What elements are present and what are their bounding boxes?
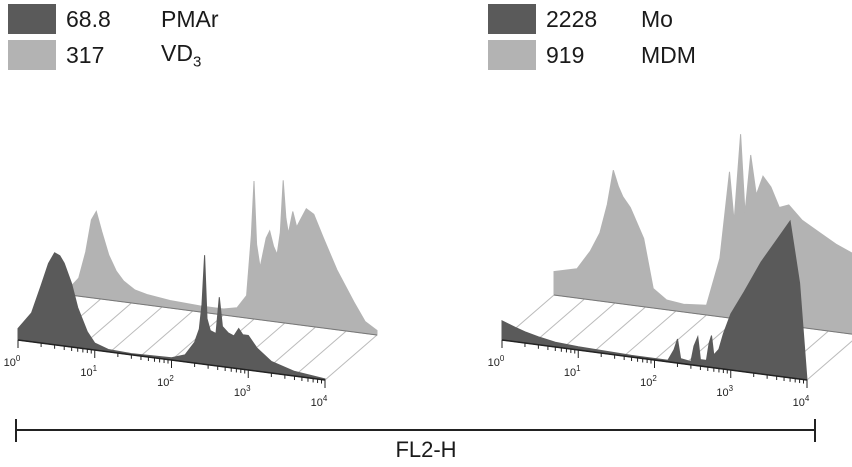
- right-legend: 2228 Mo 919 MDM: [488, 4, 696, 70]
- x-tick-exponent: 4: [323, 394, 328, 403]
- x-tick-exponent: 0: [16, 354, 21, 363]
- legend-label-vd3: VD3: [161, 40, 201, 71]
- legend-swatch-vd3: [8, 40, 56, 70]
- fl2-scale-bar: [15, 419, 816, 442]
- legend-label-mo: Mo: [641, 5, 673, 32]
- x-tick-label: 103: [716, 384, 733, 399]
- floor-grid-line: [593, 306, 646, 353]
- histogram-vd3: [69, 180, 378, 336]
- histogram-mdm: [553, 134, 852, 335]
- legend-entry-mo: 2228 Mo: [488, 4, 696, 34]
- x-tick-exponent: 3: [246, 384, 251, 393]
- legend-value-mo: 2228: [546, 5, 598, 32]
- x-tick-exponent: 2: [652, 374, 657, 383]
- legend-label-vd3-main: VD: [161, 39, 193, 66]
- x-tick-label: 101: [80, 364, 97, 379]
- x-tick-exponent: 0: [500, 354, 505, 363]
- legend-value-vd3: 317: [66, 41, 105, 68]
- left-legend: 68.8 PMAr 317 VD3: [8, 4, 219, 70]
- x-axis-title: FL2-H: [395, 437, 457, 462]
- floor-grid-line: [140, 310, 194, 357]
- x-tick-label: 100: [4, 354, 21, 369]
- floor-grid-line: [654, 314, 707, 361]
- legend-swatch-mdm: [488, 40, 536, 70]
- x-tick-label: 102: [640, 374, 657, 389]
- histogram-baseline: [553, 294, 852, 335]
- x-tick-exponent: 2: [169, 374, 174, 383]
- histogram-baseline: [69, 294, 378, 336]
- floor-grid-line: [293, 330, 347, 377]
- histogram-mo: [501, 219, 808, 381]
- legend-swatch-pmar: [8, 4, 56, 34]
- legend-entry-pmar: 68.8 PMAr: [8, 4, 219, 34]
- floor-grid-line: [109, 306, 163, 353]
- legend-entry-vd3: 317 VD3: [8, 40, 219, 70]
- legend-label-vd3-sub: 3: [192, 53, 202, 71]
- legend-label-mdm: MDM: [641, 41, 696, 68]
- x-tick-label: 101: [564, 364, 581, 379]
- floor-grid-line: [806, 340, 852, 381]
- x-tick-label: 100: [488, 354, 505, 369]
- x-tick-label: 104: [793, 394, 810, 409]
- legend-value-mdm: 919: [546, 41, 585, 68]
- histogram-pmar: [17, 252, 326, 381]
- x-tick-exponent: 4: [805, 394, 810, 403]
- x-tick-exponent: 3: [729, 384, 734, 393]
- legend-entry-mdm: 919 MDM: [488, 40, 696, 70]
- legend-label-pmar: PMAr: [161, 5, 219, 32]
- x-tick-label: 103: [234, 384, 251, 399]
- legend-swatch-mo: [488, 4, 536, 34]
- x-tick-exponent: 1: [576, 364, 581, 373]
- floor-grid-line: [532, 298, 585, 345]
- x-tick-exponent: 1: [93, 364, 98, 373]
- floor-grid-line: [562, 302, 616, 349]
- x-tick-label: 102: [157, 374, 174, 389]
- x-tick-label: 104: [311, 394, 328, 409]
- legend-value-pmar: 68.8: [66, 5, 111, 32]
- floor-grid-line: [623, 310, 677, 357]
- floor-grid-line: [324, 334, 378, 381]
